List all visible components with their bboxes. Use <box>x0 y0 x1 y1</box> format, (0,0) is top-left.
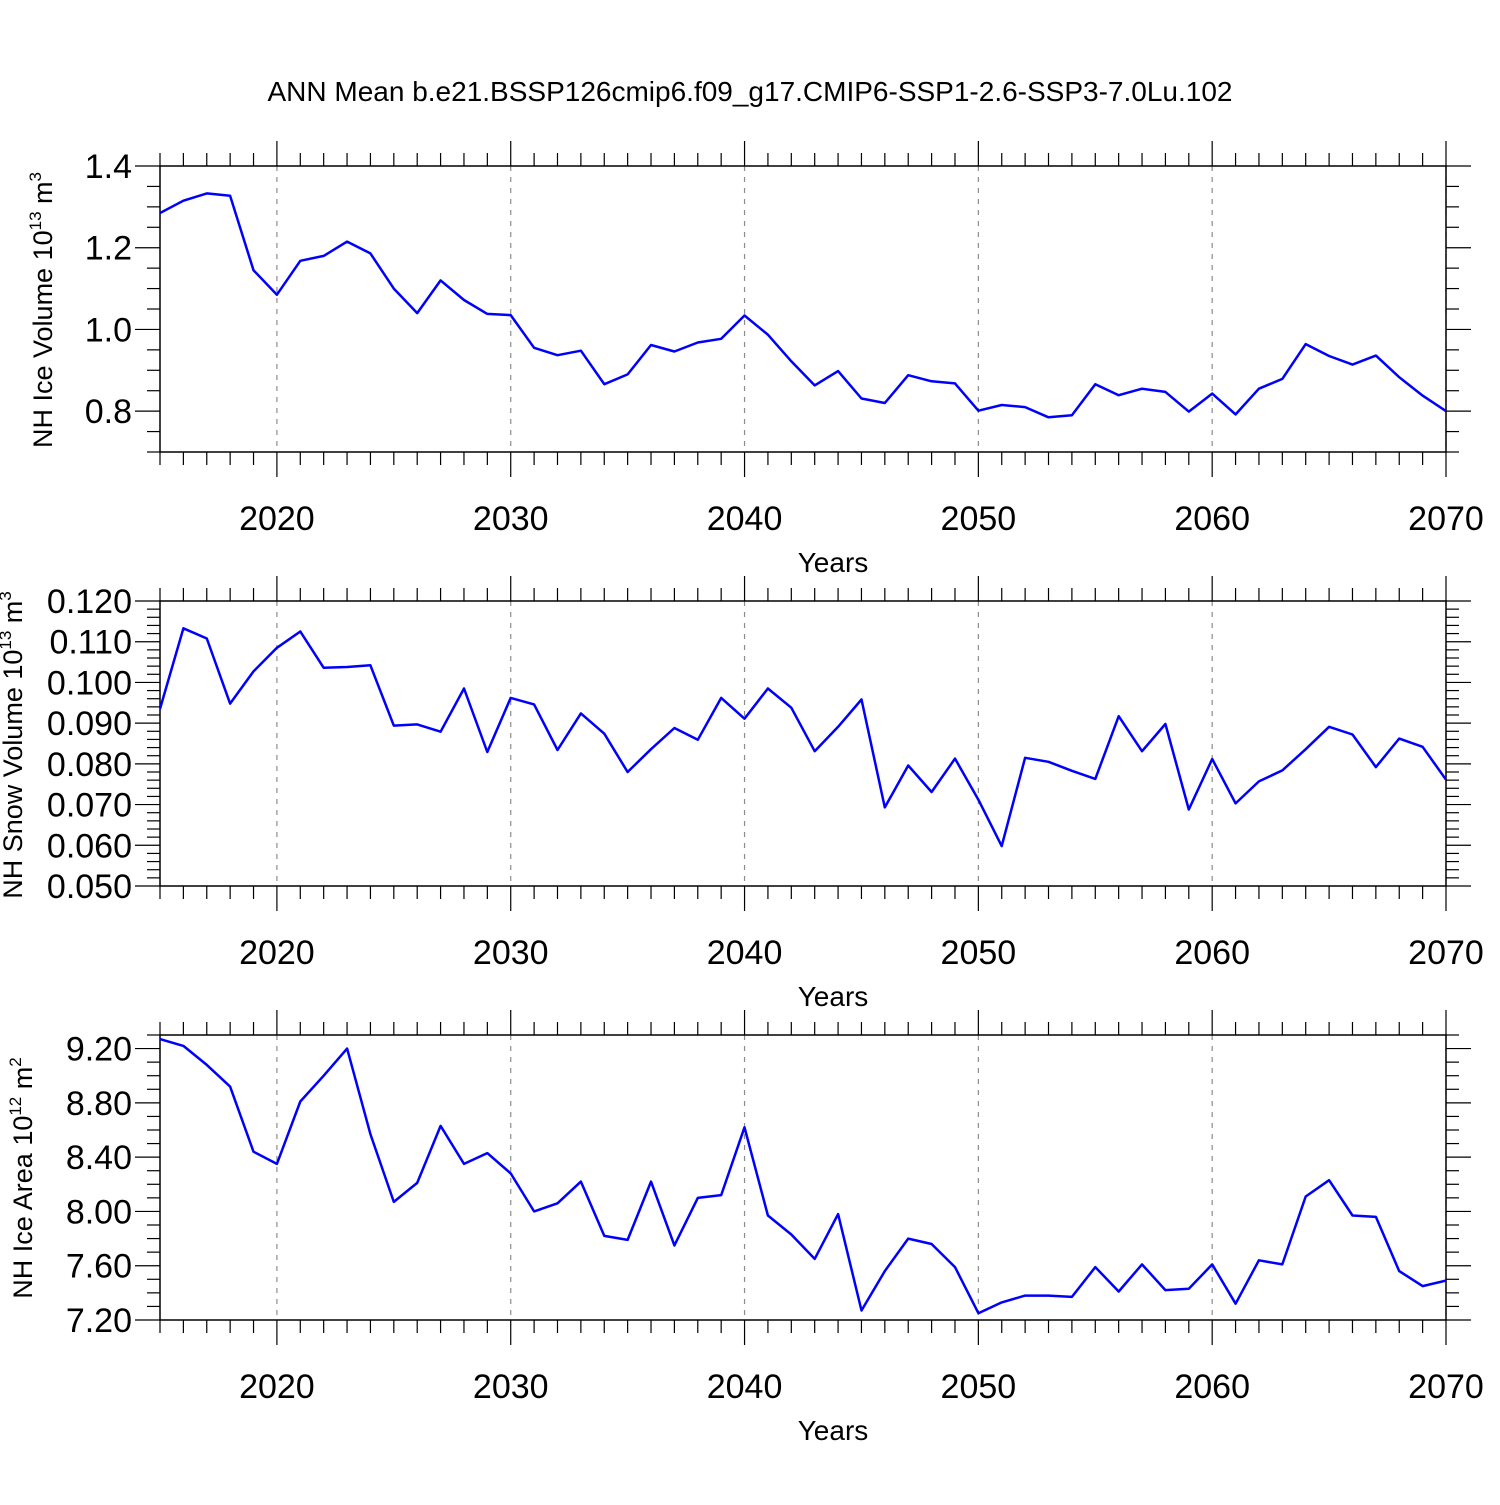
x-axis-label: Years <box>798 1415 869 1446</box>
y-axis-label-exponent: 3 <box>0 591 15 600</box>
x-tick-label: 2030 <box>473 934 549 972</box>
y-axis-label-exponent: 12 <box>6 1097 25 1116</box>
x-tick-label: 2060 <box>1174 1368 1250 1406</box>
x-tick-label: 2050 <box>941 934 1017 972</box>
y-tick-label: 1.2 <box>85 230 132 268</box>
y-axis-label-text: NH Ice Volume 10 <box>28 230 58 448</box>
y-tick-label: 8.80 <box>66 1085 132 1123</box>
y-tick-label: 0.070 <box>47 787 132 825</box>
x-axis-label: Years <box>798 547 869 578</box>
y-axis-label-exponent: 13 <box>0 631 15 650</box>
y-tick-label: 0.090 <box>47 705 132 743</box>
x-tick-label: 2060 <box>1174 934 1250 972</box>
series-line <box>160 1039 1446 1313</box>
figure-title: ANN Mean b.e21.BSSP126cmip6.f09_g17.CMIP… <box>0 76 1500 108</box>
y-axis-label-exponent: 2 <box>6 1057 25 1066</box>
y-tick-label: 0.120 <box>47 583 132 621</box>
plot-frame <box>160 1035 1446 1320</box>
y-tick-label: 0.050 <box>47 868 132 906</box>
x-tick-label: 2070 <box>1408 1368 1484 1406</box>
y-tick-label: 7.20 <box>66 1302 132 1340</box>
y-axis-label: NH Ice Volume 1013 m3 <box>26 172 58 448</box>
x-tick-label: 2020 <box>239 934 315 972</box>
x-tick-label: 2030 <box>473 1368 549 1406</box>
y-axis-label: NH Ice Area 1012 m2 <box>6 1057 38 1298</box>
panel-3: 7.20 7.60 8.00 8.40 8.80 9.20 2020 2030 2040 2050… <box>6 1010 1484 1446</box>
y-axis-label-unit: m <box>28 181 58 211</box>
panel-1: 0.8 1.0 1.2 1.4 2020 2030 2040 2050 2060 2070 Year… <box>26 141 1484 578</box>
y-axis-label-text: NH Snow Volume 10 <box>0 650 28 899</box>
y-tick-label: 1.0 <box>85 311 132 349</box>
series-line <box>160 193 1446 417</box>
x-tick-label: 2050 <box>941 1368 1017 1406</box>
series-line <box>160 628 1446 846</box>
x-tick-label: 2020 <box>239 1368 315 1406</box>
x-tick-label: 2040 <box>707 934 783 972</box>
x-tick-label: 2040 <box>707 1368 783 1406</box>
y-tick-label: 0.060 <box>47 827 132 865</box>
y-axis-label-text: NH Ice Area 10 <box>8 1116 38 1299</box>
y-axis-label-exponent: 13 <box>26 211 45 230</box>
y-tick-label: 1.4 <box>85 148 132 186</box>
y-axis-label: NH Snow Volume 1013 m3 <box>0 591 28 899</box>
x-tick-label: 2050 <box>941 500 1017 538</box>
y-tick-label: 0.080 <box>47 746 132 784</box>
y-tick-label: 0.100 <box>47 664 132 702</box>
x-tick-label: 2030 <box>473 500 549 538</box>
y-tick-label: 0.8 <box>85 393 132 431</box>
x-tick-label: 2040 <box>707 500 783 538</box>
y-tick-label: 9.20 <box>66 1031 132 1069</box>
x-tick-label: 2060 <box>1174 500 1250 538</box>
y-axis-label-exponent: 3 <box>26 172 45 181</box>
panel-2: 0.0500.0600.0700.0800.0900.1000.1100.120… <box>0 576 1484 1012</box>
x-axis-label: Years <box>798 981 869 1012</box>
x-tick-label: 2070 <box>1408 934 1484 972</box>
plot-frame <box>160 601 1446 886</box>
x-tick-label: 2070 <box>1408 500 1484 538</box>
x-tick-label: 2020 <box>239 500 315 538</box>
y-axis-label-unit: m <box>8 1067 38 1097</box>
plot-frame <box>160 166 1446 452</box>
y-tick-label: 8.40 <box>66 1139 132 1177</box>
y-axis-label-unit: m <box>0 601 28 631</box>
y-tick-label: 7.60 <box>66 1248 132 1286</box>
y-tick-label: 8.00 <box>66 1193 132 1231</box>
y-tick-label: 0.110 <box>49 624 132 662</box>
